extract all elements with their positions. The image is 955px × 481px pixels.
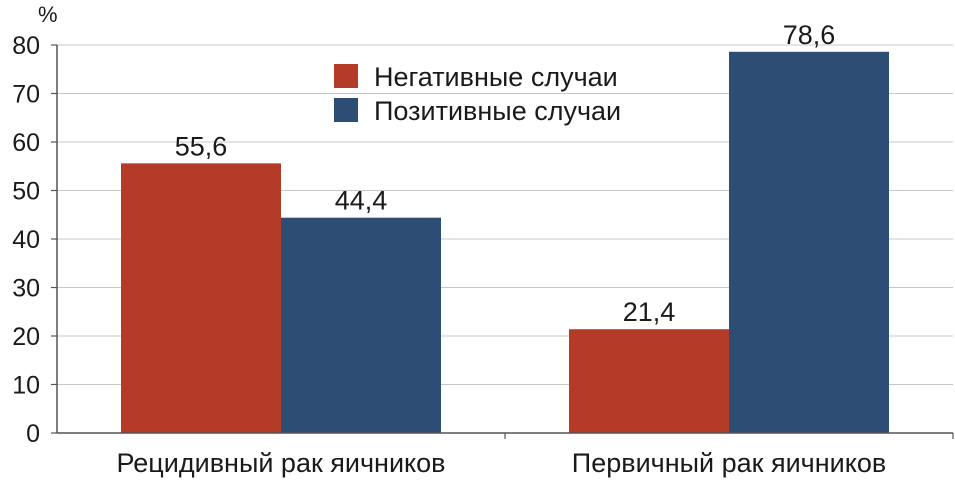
y-tick-label: 30 — [12, 275, 40, 303]
y-unit-label: % — [38, 2, 58, 27]
bar-negative — [569, 329, 729, 433]
value-label: 44,4 — [335, 186, 388, 216]
y-tick-label: 70 — [12, 81, 40, 109]
y-tick-label: 20 — [12, 323, 40, 351]
bar-positive — [729, 51, 889, 433]
y-tick-label: 80 — [12, 32, 40, 60]
legend-label: Негативные случаи — [374, 62, 618, 92]
value-label: 21,4 — [623, 297, 676, 327]
legend: Негативные случаи Позитивные случаи — [334, 62, 621, 126]
legend-label: Позитивные случаи — [374, 96, 621, 126]
bar-positive — [281, 217, 441, 433]
value-label: 55,6 — [175, 131, 228, 161]
bars — [121, 51, 889, 433]
x-category-labels: Рецидивный рак яичников Первичный рак яич… — [116, 433, 954, 478]
y-tick-label: 10 — [12, 372, 40, 400]
y-tick-label: 50 — [12, 178, 40, 206]
x-category-label: Рецидивный рак яичников — [116, 448, 445, 478]
y-tick-label: 0 — [26, 420, 40, 448]
legend-swatch — [334, 98, 358, 122]
value-labels: 55,6 44,4 21,4 78,6 — [175, 20, 836, 327]
y-tick-label: 60 — [12, 129, 40, 157]
legend-swatch — [334, 64, 358, 88]
bar-negative — [121, 163, 281, 433]
y-tick-label: 40 — [12, 226, 40, 254]
y-tick-labels: 0 10 20 30 40 50 60 70 80 — [12, 32, 57, 448]
value-label: 78,6 — [783, 20, 836, 50]
x-category-label: Первичный рак яичников — [572, 448, 886, 478]
